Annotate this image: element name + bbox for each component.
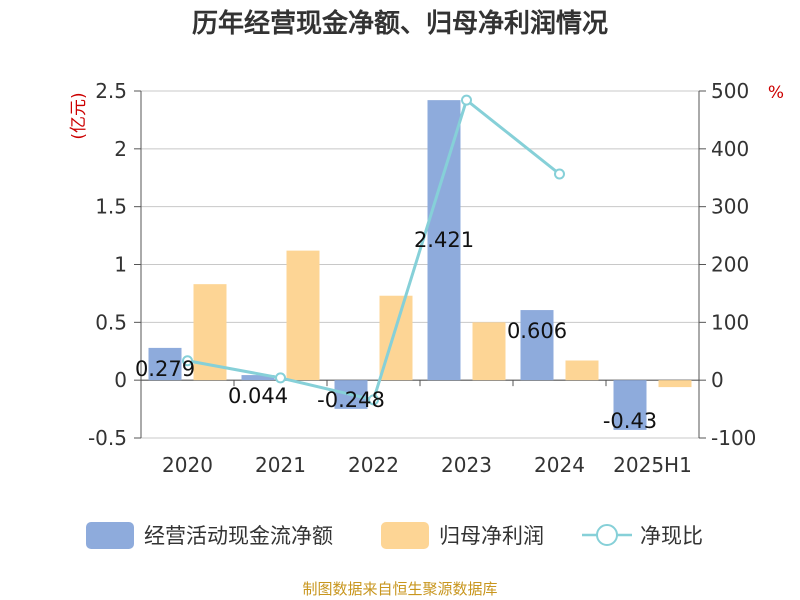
line-point bbox=[461, 94, 472, 106]
y-right-axis-label: % bbox=[768, 83, 784, 103]
y-right-tick-label: 100 bbox=[711, 310, 749, 334]
bar-operating-cash bbox=[241, 375, 275, 381]
data-label: 0.279 bbox=[135, 357, 195, 381]
source-note: 制图数据来自恒生聚源数据库 bbox=[302, 580, 497, 598]
y-left-tick-label: 1.5 bbox=[95, 195, 127, 219]
line-point bbox=[554, 168, 565, 180]
legend-swatch bbox=[381, 522, 429, 549]
line-point bbox=[368, 394, 379, 406]
x-tick-label: 2023 bbox=[441, 453, 492, 477]
x-tick-label: 2022 bbox=[348, 453, 399, 477]
data-label: 2.421 bbox=[414, 228, 474, 252]
y-left-tick-label: -0.5 bbox=[88, 426, 127, 450]
data-label: 0.606 bbox=[507, 319, 567, 343]
y-right-tick-label: 300 bbox=[711, 195, 749, 219]
y-left-tick-label: 1 bbox=[114, 253, 127, 277]
bar-net-profit bbox=[472, 322, 506, 381]
bar-operating-cash bbox=[148, 347, 182, 381]
y-right-tick-label: 400 bbox=[711, 137, 749, 161]
y-left-tick-label: 2 bbox=[114, 137, 127, 161]
y-right-tick-label: -100 bbox=[711, 426, 756, 450]
y-left-tick-label: 0 bbox=[114, 368, 127, 392]
line-point bbox=[275, 372, 286, 384]
bar-net-profit bbox=[658, 380, 692, 388]
data-label: 0.044 bbox=[228, 384, 288, 408]
x-tick-label: 2025H1 bbox=[613, 453, 692, 477]
legend-swatch bbox=[86, 522, 134, 549]
data-label: -0.248 bbox=[317, 388, 385, 412]
y-right-tick-label: 200 bbox=[711, 253, 749, 277]
y-left-tick-label: 0.5 bbox=[95, 310, 127, 334]
y-left-axis-label: (亿元) bbox=[69, 92, 89, 139]
x-tick-label: 2020 bbox=[162, 453, 213, 477]
legend-label: 归母净利润 bbox=[439, 524, 544, 548]
bar-operating-cash bbox=[427, 100, 461, 381]
x-tick-label: 2024 bbox=[534, 453, 585, 477]
x-tick-label: 2021 bbox=[255, 453, 306, 477]
legend-label: 经营活动现金流净额 bbox=[144, 524, 333, 548]
bar-operating-cash bbox=[613, 380, 647, 430]
line-point bbox=[182, 355, 193, 367]
y-left-tick-label: 2.5 bbox=[95, 79, 127, 103]
bar-operating-cash bbox=[520, 310, 554, 381]
y-right-tick-label: 0 bbox=[711, 368, 724, 392]
data-label: -0.43 bbox=[603, 409, 657, 433]
chart-title: 历年经营现金净额、归母净利润情况 bbox=[192, 8, 608, 39]
bar-net-profit bbox=[565, 360, 599, 381]
y-right-tick-label: 500 bbox=[711, 79, 749, 103]
legend-label: 净现比 bbox=[640, 524, 703, 548]
bar-net-profit bbox=[286, 250, 320, 381]
legend-swatch-marker bbox=[596, 524, 618, 546]
